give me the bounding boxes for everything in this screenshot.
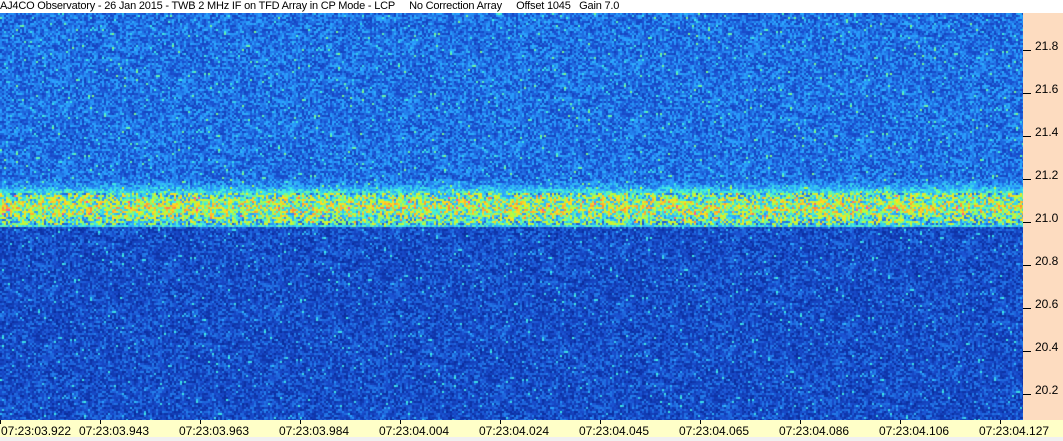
x-tick-label: 07:23:03.984	[279, 424, 350, 438]
y-tick	[1023, 178, 1031, 180]
x-tick-label: 07:23:04.045	[579, 424, 650, 438]
x-tick-label: 07:23:04.065	[679, 424, 750, 438]
y-tick	[1023, 264, 1031, 266]
x-tick	[400, 420, 401, 424]
x-tick	[100, 420, 101, 424]
x-tick	[600, 420, 601, 424]
x-tick	[0, 420, 1, 424]
x-tick-label: 07:23:04.004	[379, 424, 450, 438]
frequency-axis: 21.8 21.6 21.4 21.2 21.0 20.8 20.6 20.4 20.2	[1023, 13, 1063, 420]
y-tick-label: 21.6	[1035, 81, 1059, 96]
x-tick-label: 07:23:03.963	[179, 424, 250, 438]
x-tick-label: 07:23:03.922	[1, 424, 72, 438]
x-tick	[800, 420, 801, 424]
y-tick	[1023, 308, 1031, 310]
x-tick	[500, 420, 501, 424]
y-tick-label: 20.2	[1035, 383, 1059, 398]
y-tick	[1023, 221, 1031, 223]
x-tick-label: 07:23:03.943	[79, 424, 150, 438]
y-tick	[1023, 92, 1031, 94]
y-tick	[1023, 351, 1031, 353]
x-tick	[300, 420, 301, 424]
y-tick-label: 21.4	[1035, 124, 1059, 139]
x-tick	[1000, 420, 1001, 424]
y-tick-label: 20.4	[1035, 340, 1059, 355]
x-tick-label: 07:23:04.086	[779, 424, 850, 438]
x-tick	[700, 420, 701, 424]
time-axis: 07:23:03.922 07:23:03.943 07:23:03.963 07:2…	[0, 420, 1063, 437]
x-tick	[200, 420, 201, 424]
y-tick	[1023, 49, 1031, 51]
y-tick-label: 21.8	[1035, 38, 1059, 53]
x-tick	[900, 420, 901, 424]
spectrogram-plot	[0, 13, 1023, 420]
x-tick-label: 07:23:04.024	[479, 424, 550, 438]
y-tick-label: 20.8	[1035, 253, 1059, 268]
x-tick-label: 07:23:04.106	[879, 424, 950, 438]
window-title: AJ4CO Observatory - 26 Jan 2015 - TWB 2 …	[0, 0, 1023, 13]
y-tick	[1023, 394, 1031, 396]
y-tick-label: 21.2	[1035, 167, 1059, 182]
y-tick	[1023, 135, 1031, 137]
x-tick-label: 07:23:04.127	[979, 424, 1050, 438]
y-tick-label: 21.0	[1035, 210, 1059, 225]
title-corner	[1023, 0, 1063, 13]
y-tick-label: 20.6	[1035, 297, 1059, 312]
